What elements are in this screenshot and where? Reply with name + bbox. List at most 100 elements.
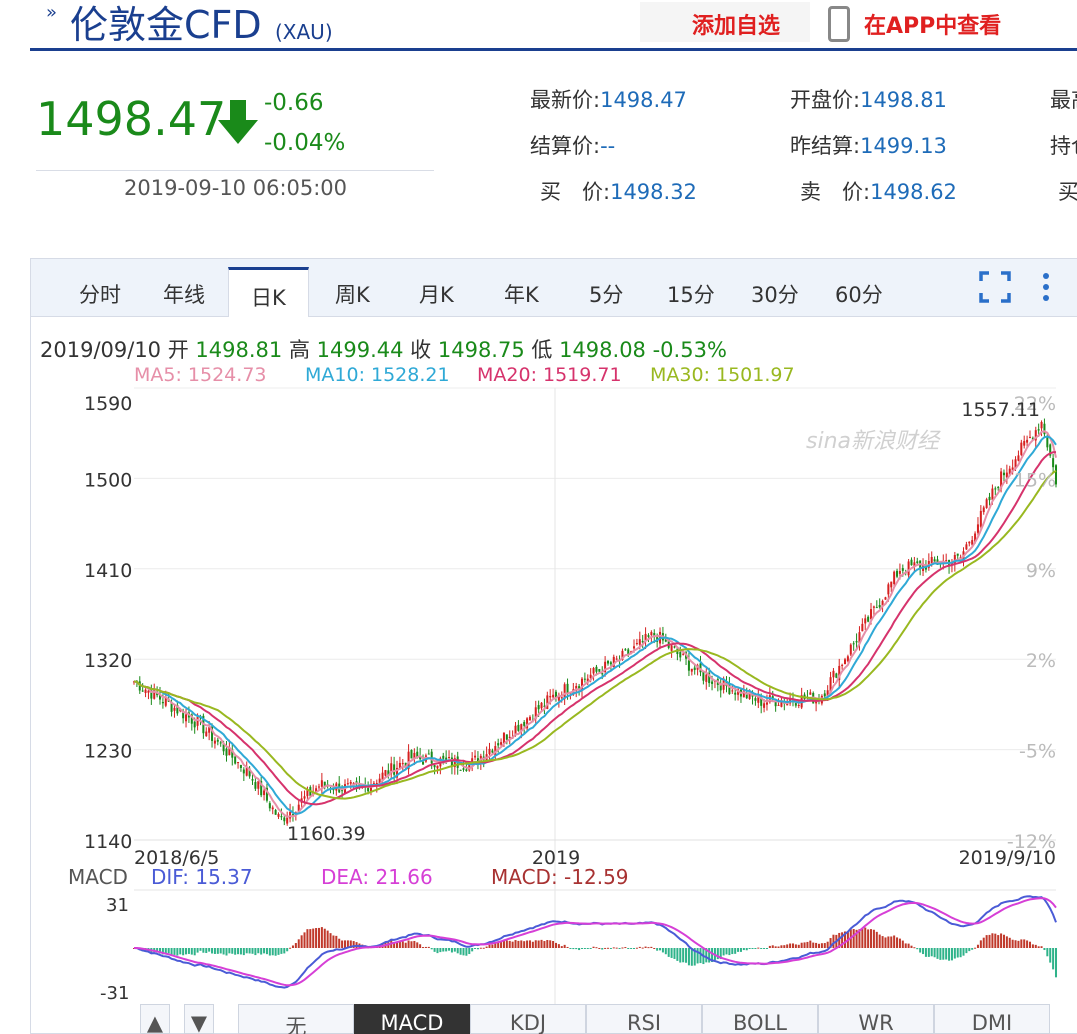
indicator-boll-button[interactable]: BOLL xyxy=(702,1004,818,1034)
candle xyxy=(459,769,462,771)
ma-line xyxy=(133,469,1057,800)
tab-15min[interactable]: 15分 xyxy=(667,283,715,307)
candle xyxy=(526,718,529,729)
macd-bar xyxy=(448,948,451,951)
indicator-none-button[interactable]: 无 xyxy=(238,1004,354,1034)
candle xyxy=(274,810,277,815)
macd-bar xyxy=(196,948,199,953)
macd-bar xyxy=(482,947,485,949)
macd-bar xyxy=(589,948,592,949)
tab-60min[interactable]: 60分 xyxy=(835,283,883,307)
indicator-dmi-button[interactable]: DMI xyxy=(934,1004,1050,1034)
candle xyxy=(893,571,896,585)
macd-bar xyxy=(716,948,719,960)
y-tick-label: 1590 xyxy=(84,393,132,415)
add-watchlist-bg xyxy=(640,2,810,42)
macd-bar xyxy=(511,941,514,948)
candle xyxy=(679,652,682,658)
macd-bar xyxy=(277,948,280,955)
candle xyxy=(427,753,430,755)
tab-yearly-line[interactable]: 年线 xyxy=(163,283,205,307)
macd-bar xyxy=(491,944,494,948)
macd-bar xyxy=(797,944,800,948)
macd-bar xyxy=(699,948,702,964)
macd-bar xyxy=(534,940,537,948)
macd-bar xyxy=(216,948,219,954)
macd-bar xyxy=(312,928,315,948)
ohlc-readout: 2019/09/10 开 1498.81 高 1499.44 收 1498.75… xyxy=(40,338,727,362)
ma10-legend: MA10: 1528.21 xyxy=(305,364,450,386)
macd-bar xyxy=(618,948,621,949)
macd-bar xyxy=(170,948,173,956)
more-vertical-icon[interactable] xyxy=(1037,271,1055,303)
macd-bar xyxy=(754,948,757,949)
macd-bar xyxy=(812,942,815,948)
candle xyxy=(604,661,607,672)
macd-bar xyxy=(228,948,231,954)
candle xyxy=(988,496,991,501)
macd-bar xyxy=(176,948,179,956)
macd-bar xyxy=(1034,944,1037,948)
macd-bar xyxy=(424,946,427,948)
scroll-up-button[interactable]: ▲ xyxy=(140,1004,170,1034)
candle xyxy=(664,637,667,642)
macd-bar xyxy=(560,946,563,948)
candle xyxy=(476,758,479,764)
candle xyxy=(372,782,375,784)
fullscreen-icon[interactable] xyxy=(979,271,1011,303)
macd-bar xyxy=(690,948,693,966)
candle xyxy=(846,656,849,662)
candle xyxy=(381,772,384,780)
candle xyxy=(780,700,783,707)
candle xyxy=(462,768,465,770)
macd-bar xyxy=(1052,948,1055,970)
candle xyxy=(263,790,266,796)
scroll-down-button[interactable]: ▼ xyxy=(184,1004,214,1034)
tab-weekly-k[interactable]: 周K xyxy=(335,283,370,307)
tab-daily-k[interactable]: 日K xyxy=(228,267,309,317)
indicator-kdj-button[interactable]: KDJ xyxy=(470,1004,586,1034)
candle xyxy=(953,555,956,565)
tab-yearly-k[interactable]: 年K xyxy=(504,283,539,307)
macd-bar xyxy=(933,948,936,958)
macd-bar xyxy=(341,940,344,948)
macd-bar xyxy=(294,943,297,948)
view-in-app-button[interactable]: 在APP中查看 xyxy=(864,14,1002,39)
macd-bar xyxy=(422,947,425,949)
tab-monthly-k[interactable]: 月K xyxy=(419,283,454,307)
tab-5min[interactable]: 5分 xyxy=(589,283,624,307)
indicator-rsi-button[interactable]: RSI xyxy=(586,1004,702,1034)
tab-intraday[interactable]: 分时 xyxy=(79,283,121,307)
macd-bar xyxy=(427,946,430,948)
candle xyxy=(491,750,494,753)
macd-bar xyxy=(1017,940,1020,948)
macd-bar xyxy=(474,948,477,949)
candle xyxy=(974,533,977,542)
macd-bar xyxy=(650,946,653,948)
macd-bar xyxy=(950,948,953,961)
tab-30min[interactable]: 30分 xyxy=(751,283,799,307)
phone-icon[interactable] xyxy=(828,6,850,42)
candle xyxy=(150,690,153,699)
candle xyxy=(378,778,381,784)
candle xyxy=(598,669,601,672)
indicator-wr-button[interactable]: WR xyxy=(818,1004,934,1034)
macd-bar xyxy=(682,948,685,963)
candle xyxy=(306,789,309,797)
macd-bar xyxy=(959,948,962,958)
macd-bar xyxy=(728,948,731,956)
macd-bar xyxy=(453,948,456,952)
add-watchlist-button[interactable]: 添加自选 xyxy=(692,14,781,39)
candle xyxy=(1040,422,1043,429)
macd-bar xyxy=(407,940,410,948)
macd-bar xyxy=(508,940,511,948)
candle xyxy=(887,584,890,595)
macd-bar xyxy=(225,948,228,956)
indicator-macd-button[interactable]: MACD xyxy=(354,1004,470,1034)
candle xyxy=(1014,459,1017,469)
period-tabs: 分时 年线 日K 周K 月K 年K 5分 15分 30分 60分 xyxy=(31,259,1077,317)
candle xyxy=(745,692,748,699)
candle xyxy=(881,600,884,606)
macd-bar xyxy=(705,948,708,963)
